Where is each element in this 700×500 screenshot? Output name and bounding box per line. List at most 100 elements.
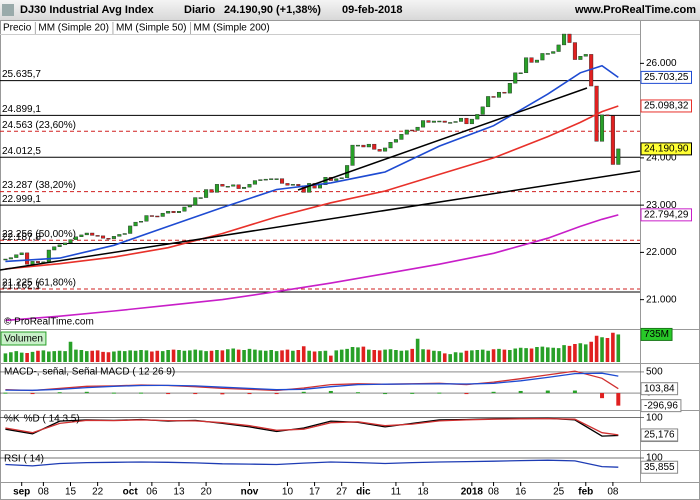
candle <box>106 238 111 240</box>
candle <box>480 106 485 115</box>
candle <box>128 225 133 234</box>
volume-bar <box>220 350 225 362</box>
value-label: 24.190,90 <box>644 144 689 155</box>
histogram-bar <box>220 393 225 395</box>
value-box <box>640 70 692 84</box>
header-title: DJ30 Industrial Avg Index <box>20 4 155 16</box>
volume-bar <box>209 350 214 362</box>
volume-bar <box>57 350 62 362</box>
candle <box>133 221 138 227</box>
candle <box>334 178 339 181</box>
candle <box>149 215 154 217</box>
candle <box>171 211 176 213</box>
candle <box>274 178 279 180</box>
volume-bar <box>442 353 447 362</box>
x-tick-label: 08 <box>607 487 619 498</box>
x-tick-label: 08 <box>488 487 500 498</box>
candle <box>442 120 447 123</box>
volume-bar <box>600 337 604 362</box>
volume-bar <box>421 349 425 362</box>
candle <box>453 121 458 123</box>
candle <box>529 57 534 63</box>
header-last: 24.190,90 (+1,38%) <box>224 4 321 16</box>
volume-bar <box>545 347 550 362</box>
candle <box>426 120 431 123</box>
candle <box>567 33 572 43</box>
level-label: 24.563 (23,60%) <box>2 120 76 131</box>
histogram-bar <box>355 392 360 394</box>
volume-bar <box>432 350 436 362</box>
candle <box>198 197 203 199</box>
volume-bar <box>296 350 301 362</box>
candle <box>431 120 436 123</box>
volume-bar <box>491 349 496 362</box>
volume-bar <box>334 350 339 362</box>
value-label: 735M <box>644 329 669 340</box>
candle <box>366 143 371 148</box>
candle <box>475 114 480 120</box>
y-tick-label: 500 <box>646 367 663 378</box>
volume-bar <box>453 352 458 362</box>
header-icon[interactable] <box>2 4 14 16</box>
candle <box>437 120 442 123</box>
candle <box>242 186 247 189</box>
legend-entry: MM (Simple 20) <box>38 23 109 34</box>
x-tick-label: 20 <box>201 487 213 498</box>
volume-bar <box>150 351 154 362</box>
x-tick-label: 08 <box>38 487 50 498</box>
panel-title: MACD-, señal, Señal MACD ( 12 26 9) <box>4 367 175 378</box>
volume-bar <box>480 349 485 362</box>
volume-bar <box>112 351 116 362</box>
value-box <box>640 428 679 442</box>
y-tick-label: 100 <box>646 453 663 464</box>
volume-bar <box>372 350 377 362</box>
histogram-bar <box>572 390 577 394</box>
candle <box>8 257 13 260</box>
candle <box>404 129 409 135</box>
candle <box>518 72 523 75</box>
level-label: 24.012,5 <box>2 146 41 157</box>
volume-bar <box>524 348 528 362</box>
histogram-bar <box>274 393 279 395</box>
candle <box>540 53 545 61</box>
volume-bar <box>605 338 610 362</box>
candle <box>545 53 550 55</box>
value-box <box>640 327 673 341</box>
volume-bar <box>247 348 252 362</box>
x-tick-label: 15 <box>65 487 77 498</box>
candle <box>117 234 122 237</box>
volume-bar <box>513 348 518 362</box>
candle <box>605 114 610 117</box>
volume-bar <box>139 350 143 362</box>
histogram-bar <box>111 392 116 394</box>
candle <box>502 91 507 94</box>
volume-bar <box>415 338 420 362</box>
volume-bar <box>193 349 198 362</box>
indicator-line <box>5 459 619 468</box>
histogram-bar <box>616 393 621 406</box>
candle <box>410 129 415 132</box>
volume-bar <box>291 350 295 362</box>
volume-bar <box>377 350 382 362</box>
histogram-bar <box>437 392 442 394</box>
volume-bar <box>166 350 170 362</box>
candle <box>25 252 30 265</box>
volume-bar <box>404 350 409 362</box>
candle <box>122 233 127 235</box>
volume-bar <box>101 351 105 362</box>
candle <box>421 120 426 128</box>
volume-bar <box>177 350 181 362</box>
indicator-line <box>5 417 619 436</box>
volume-bar <box>329 355 333 362</box>
candle <box>187 204 192 208</box>
candle <box>182 206 187 212</box>
moving-average <box>5 64 619 263</box>
candle <box>372 143 377 150</box>
candle <box>361 144 366 148</box>
volume-bar <box>394 350 398 362</box>
header-bar <box>0 0 700 20</box>
candle <box>90 232 95 236</box>
volume-bar <box>160 351 165 362</box>
volume-bar <box>464 350 469 362</box>
volume-bar <box>84 351 89 362</box>
